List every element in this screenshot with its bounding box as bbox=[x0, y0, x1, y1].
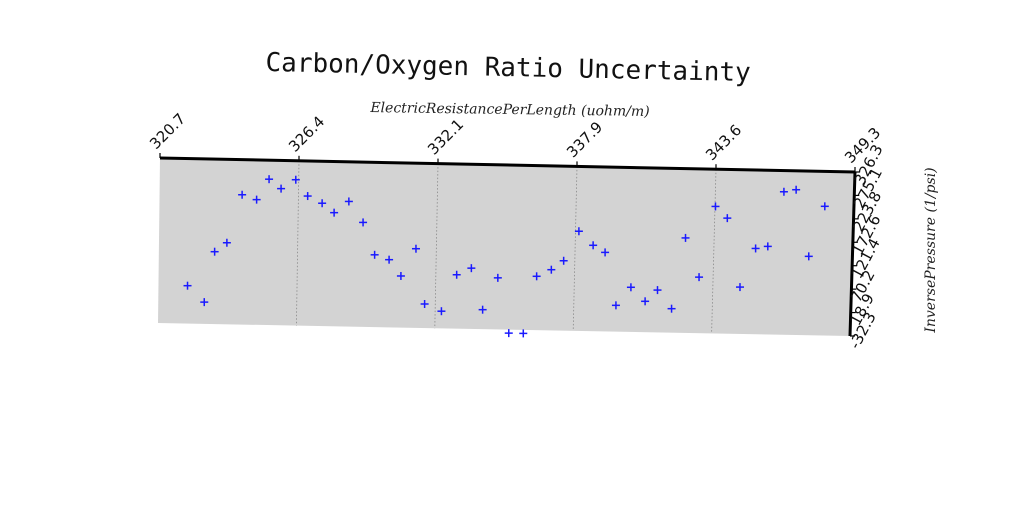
x-axis-label: ElectricResistancePerLength (uohm/m) bbox=[369, 100, 650, 120]
y-axis-label: InversePressure (1/psi) bbox=[923, 167, 939, 333]
scatter-point bbox=[519, 329, 527, 337]
x-tick-label: 320.7 bbox=[146, 110, 189, 153]
plot-area bbox=[158, 158, 855, 336]
scatter-point bbox=[505, 329, 513, 337]
x-tick-label: 332.1 bbox=[424, 115, 467, 158]
chart-title: Carbon/Oxygen Ratio Uncertainty bbox=[265, 48, 751, 88]
x-tick-label: 326.4 bbox=[285, 113, 328, 156]
x-tick-label: 337.9 bbox=[563, 118, 606, 161]
x-tick-label: 343.6 bbox=[702, 121, 745, 164]
